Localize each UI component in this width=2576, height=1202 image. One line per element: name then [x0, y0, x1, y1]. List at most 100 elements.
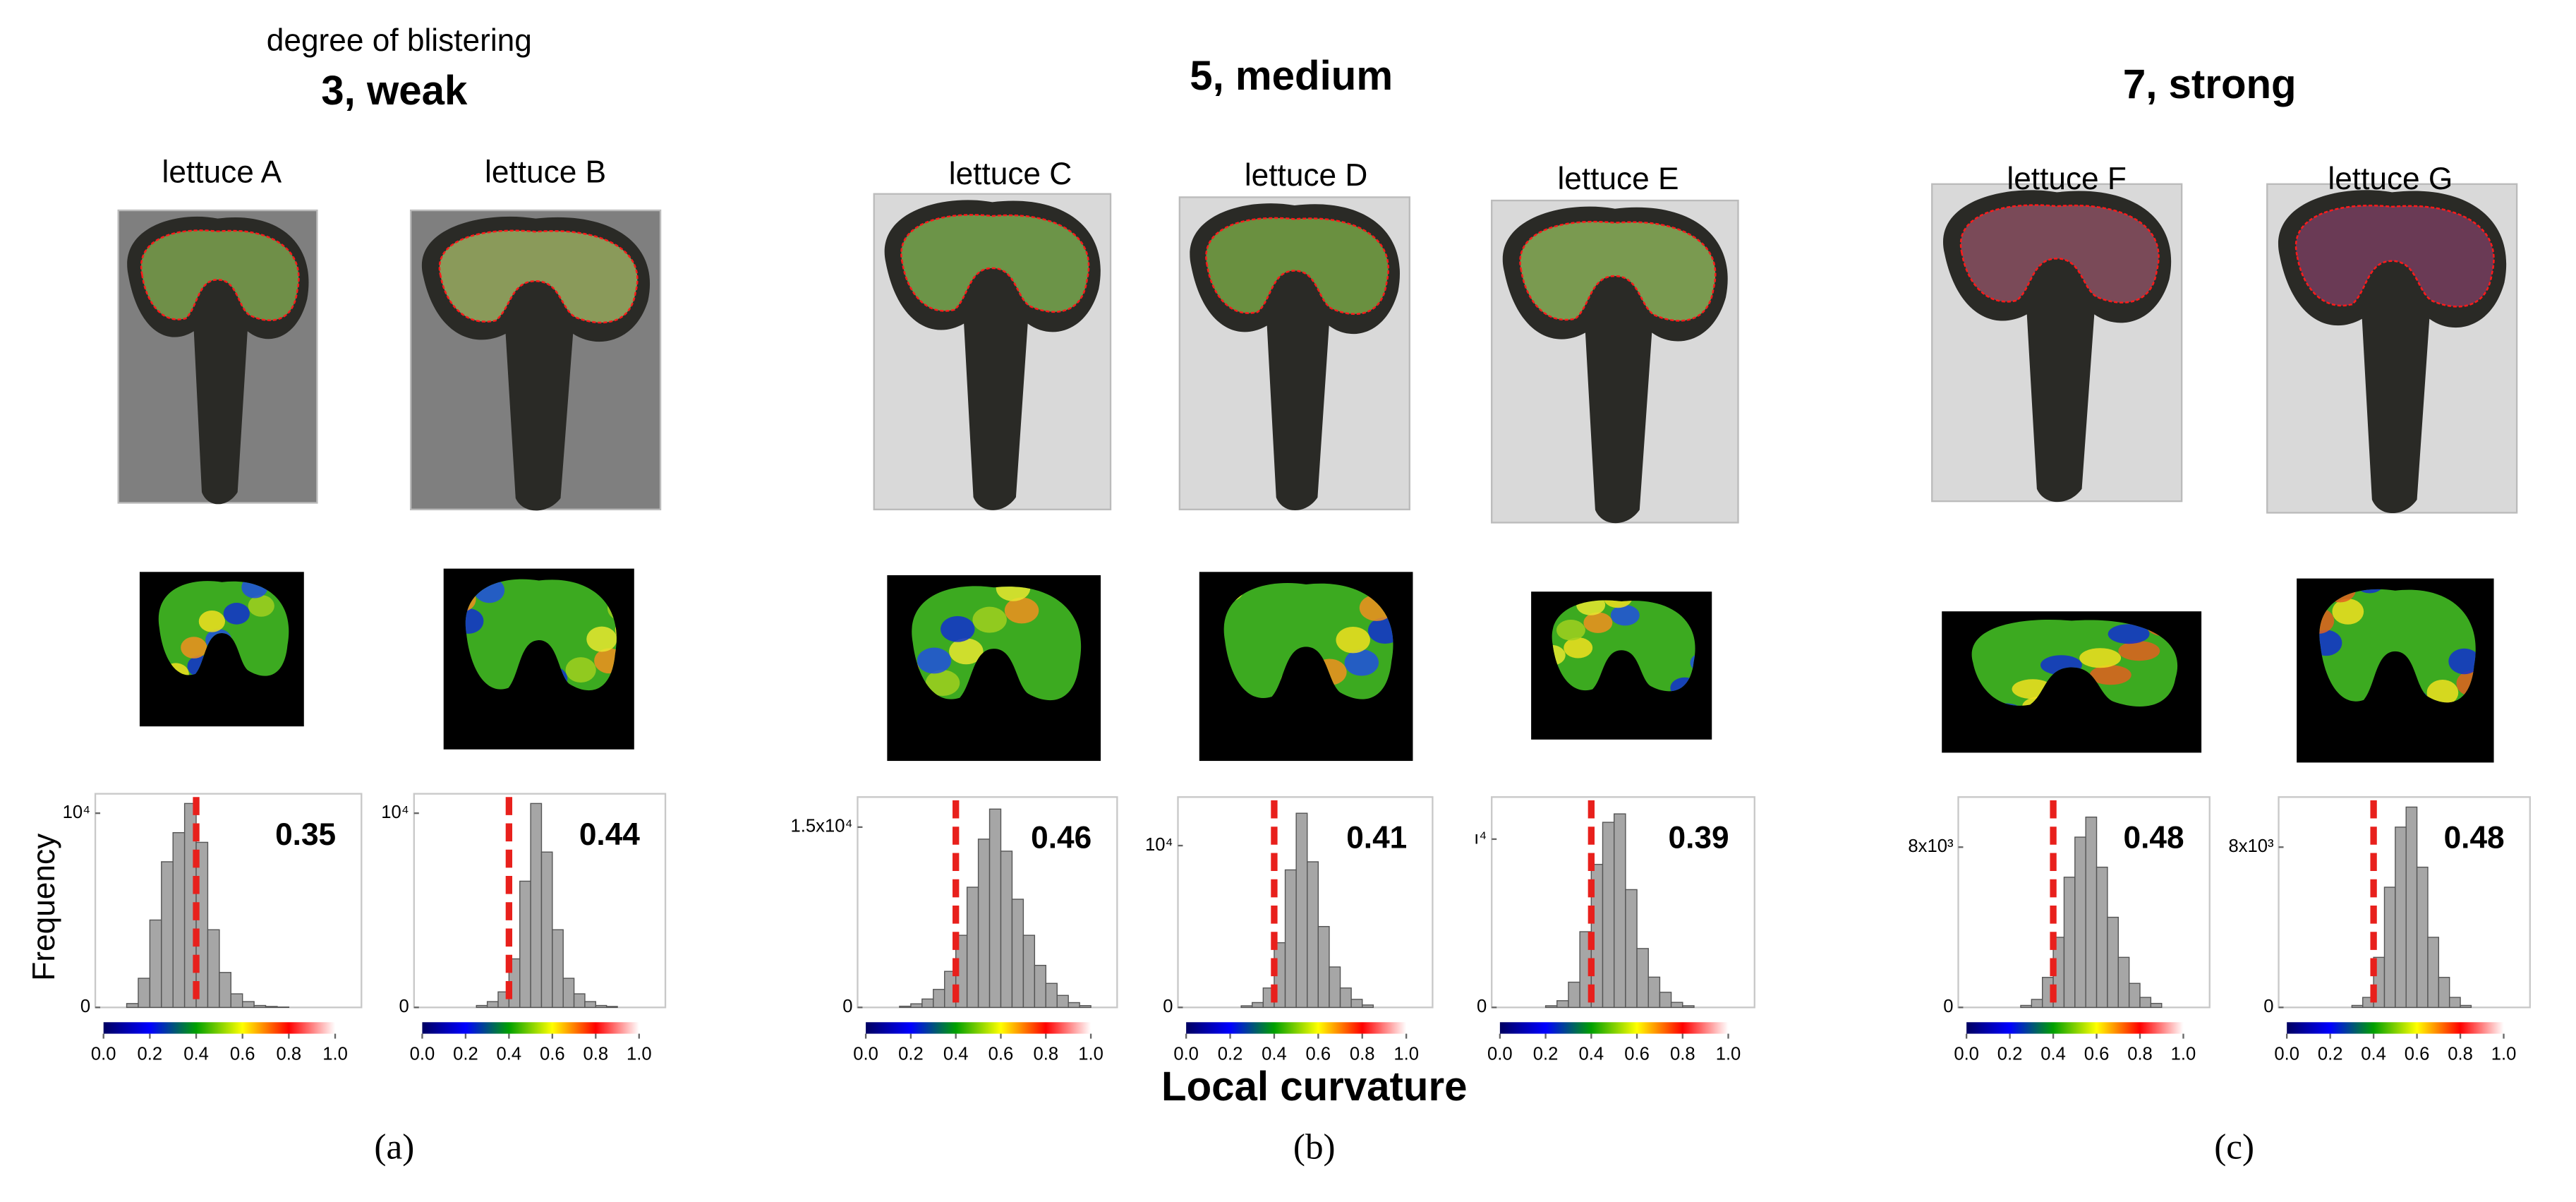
- heatmap-spot: [198, 611, 226, 632]
- heatmap-spot: [465, 608, 484, 634]
- x-tick-label: 0.6: [230, 1045, 255, 1064]
- x-tick-label: 0.6: [1624, 1045, 1650, 1064]
- x-tick-label: 0.0: [1173, 1045, 1199, 1064]
- leaf-region: [141, 230, 298, 320]
- heatmap-spot: [2079, 648, 2122, 668]
- x-tick-label: 1.0: [627, 1045, 652, 1064]
- bar: [2427, 937, 2440, 1009]
- x-tick-label: 0.8: [2127, 1045, 2153, 1064]
- bar: [519, 880, 531, 1009]
- x-tick-label: 0.8: [1350, 1045, 1375, 1064]
- x-tick-label: 0.2: [1533, 1045, 1559, 1064]
- x-tick-label: 0.2: [138, 1045, 163, 1064]
- x-tick-label: 0.4: [1579, 1045, 1604, 1064]
- bar: [1022, 934, 1036, 1009]
- bar: [933, 989, 945, 1009]
- bar: [1240, 1005, 1253, 1009]
- bar: [1556, 1000, 1569, 1009]
- bar: [138, 978, 151, 1009]
- x-tick-label: 0.4: [943, 1045, 969, 1064]
- heatmap-spot: [2426, 680, 2459, 703]
- heatmap-spot: [925, 670, 960, 696]
- bar: [2405, 806, 2418, 1009]
- heatmap-spot: [1603, 600, 1633, 608]
- x-tick-label: 0.0: [91, 1045, 116, 1064]
- bar: [161, 861, 174, 1009]
- annotation: 0.39: [1669, 821, 1729, 855]
- panel-title: lettuce E: [1557, 162, 1679, 196]
- panel-title: lettuce B: [485, 155, 606, 189]
- bar: [172, 831, 186, 1009]
- colorbar: [2287, 1022, 2504, 1034]
- annotation: 0.44: [579, 817, 640, 852]
- bar: [2351, 1004, 2364, 1009]
- x-tick-label: 0.0: [410, 1045, 435, 1064]
- bar: [530, 803, 543, 1009]
- x-tick-label: 0.4: [2361, 1045, 2386, 1064]
- leaf-region: [1206, 218, 1388, 314]
- bar: [562, 978, 575, 1009]
- group-label: 7, strong: [2123, 61, 2297, 107]
- x-tick-label: 0.2: [898, 1045, 924, 1064]
- leaf: [1190, 203, 1400, 510]
- bar: [1079, 1005, 1092, 1009]
- x-tick-label: 0.0: [2274, 1045, 2299, 1064]
- heatmap-spot: [248, 595, 274, 617]
- bar: [1544, 1005, 1558, 1009]
- colorbar: [866, 1022, 1092, 1034]
- panel-title: lettuce C: [949, 157, 1072, 191]
- leaf: [885, 200, 1101, 510]
- leaf: [127, 217, 308, 504]
- y-tick-label: 0: [1477, 997, 1487, 1016]
- bar: [573, 993, 586, 1009]
- x-tick-label: 0.0: [853, 1045, 878, 1064]
- bar: [1252, 1002, 1264, 1009]
- bar: [1284, 869, 1297, 1009]
- bar: [2020, 1004, 2033, 1009]
- bar: [2448, 997, 2461, 1009]
- bar: [1056, 994, 1069, 1009]
- bar: [1068, 1002, 1080, 1009]
- y-tick-label: ı⁴: [1474, 829, 1487, 848]
- heatmap-spot: [1552, 644, 1566, 666]
- bar: [149, 919, 162, 1009]
- heatmap-spot: [2089, 665, 2131, 685]
- heatmap-spot: [1344, 649, 1379, 676]
- bar: [486, 1001, 499, 1009]
- x-tick-label: 1.0: [1716, 1045, 1741, 1064]
- heatmap-spot: [223, 603, 250, 625]
- bar: [1613, 813, 1626, 1009]
- x-tick-label: 0.2: [1997, 1045, 2023, 1064]
- leaf-region: [2296, 205, 2493, 306]
- heatmap-spot: [2319, 608, 2335, 634]
- bar: [1350, 999, 1363, 1009]
- bar: [605, 1006, 618, 1009]
- group-label: 3, weak: [321, 68, 468, 114]
- panel-title: lettuce A: [162, 155, 282, 189]
- bar: [242, 1001, 255, 1009]
- bar: [1670, 1002, 1683, 1009]
- y-tick-label: 0: [399, 997, 409, 1016]
- heatmap-spot: [1556, 620, 1585, 641]
- bar: [1647, 976, 1661, 1009]
- y-tick-label: 0: [80, 997, 90, 1016]
- leaf: [422, 217, 650, 511]
- bar: [2074, 836, 2086, 1009]
- annotation: 0.46: [1031, 821, 1092, 855]
- bar: [910, 1003, 923, 1009]
- bar: [2383, 887, 2396, 1009]
- annotation: 0.48: [2444, 821, 2505, 855]
- leaf-region: [440, 231, 637, 323]
- annotation: 0.35: [275, 817, 336, 852]
- x-tick-label: 0.2: [1218, 1045, 1243, 1064]
- bar: [2395, 827, 2407, 1009]
- bar: [230, 993, 243, 1009]
- x-tick-label: 0.4: [183, 1045, 209, 1064]
- bar: [1625, 889, 1638, 1009]
- y-tick-label: 0: [842, 997, 852, 1016]
- bar: [2063, 877, 2076, 1009]
- y-tick-label: 0: [2263, 997, 2273, 1016]
- bar: [2031, 999, 2043, 1009]
- bar: [1034, 965, 1046, 1009]
